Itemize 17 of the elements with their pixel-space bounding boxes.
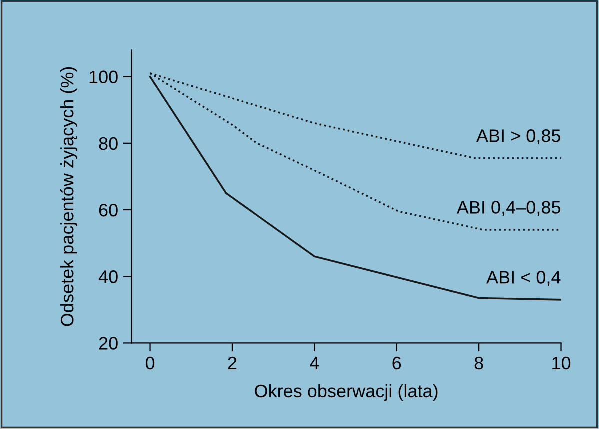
y-tick-label: 20: [99, 337, 118, 350]
series-label: ABI 0,4–0,85: [456, 201, 561, 216]
x-tick-label: 6: [392, 356, 402, 370]
x-tick-label: 8: [474, 356, 484, 370]
line-series: [149, 76, 562, 301]
x-tick-label: 10: [552, 356, 571, 370]
x-tick-label: 4: [310, 357, 320, 370]
y-tick-label: 60: [99, 204, 118, 217]
y-tick-label: 40: [98, 270, 118, 284]
y-tick-label: 80: [99, 137, 118, 150]
x-tick-label: 0: [146, 356, 155, 370]
y-axis-title: Odsetek pacjentów żyjących (%): [60, 67, 78, 326]
x-tick-label: 2: [228, 356, 237, 370]
series-label: ABI < 0,4: [486, 271, 561, 286]
x-axis-title: Okres obserwacji (lata): [255, 384, 438, 402]
y-tick-label: 100: [90, 70, 118, 84]
series-label: ABI > 0,85: [476, 130, 561, 144]
